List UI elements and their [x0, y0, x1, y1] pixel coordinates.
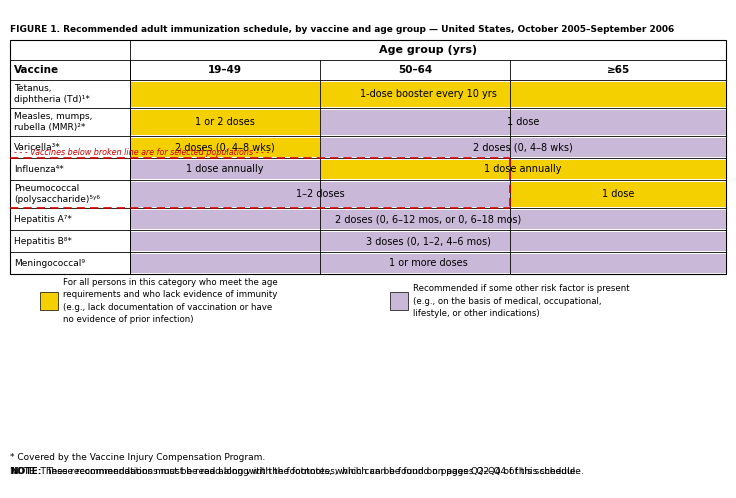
Bar [10, 40, 726, 274]
Text: Age group (yrs): Age group (yrs) [379, 45, 477, 55]
Text: Influenza⁴*: Influenza⁴* [14, 164, 64, 173]
Bar [130, 82, 726, 107]
Text: NOTE: These recommendations must be read along with the footnotes, which can be : NOTE: These recommendations must be read… [10, 467, 578, 476]
Bar [130, 232, 726, 250]
Bar [130, 137, 319, 156]
Text: Varicella³*: Varicella³* [14, 142, 61, 151]
Text: 2 doses (0, 6–12 mos, or 0, 6–18 mos): 2 doses (0, 6–12 mos, or 0, 6–18 mos) [335, 214, 521, 224]
Text: 1 dose: 1 dose [602, 189, 634, 199]
Text: Measles, mumps,
rubella (MMR)²*: Measles, mumps, rubella (MMR)²* [14, 112, 93, 132]
Bar [130, 253, 726, 272]
Text: 1 dose: 1 dose [507, 117, 539, 127]
Text: Vaccine: Vaccine [14, 65, 59, 75]
Text: - - - Vaccines below broken line are for selected populations - - -: - - - Vaccines below broken line are for… [14, 148, 269, 157]
Text: These recommendations must be read along with the footnotes, which can be found : These recommendations must be read along… [46, 467, 584, 476]
Text: Hepatitis A⁷*: Hepatitis A⁷* [14, 215, 72, 224]
Text: Hepatitis B⁸*: Hepatitis B⁸* [14, 237, 72, 246]
Text: * Covered by the Vaccine Injury Compensation Program.: * Covered by the Vaccine Injury Compensa… [10, 453, 265, 462]
Text: 2 doses (0, 4–8 wks): 2 doses (0, 4–8 wks) [175, 142, 275, 152]
Text: Pneumococcal
(polysaccharide)⁵ʸ⁶: Pneumococcal (polysaccharide)⁵ʸ⁶ [14, 184, 100, 204]
Bar [130, 210, 726, 229]
Bar [320, 137, 726, 156]
Text: For all persons in this category who meet the age
requirements and who lack evid: For all persons in this category who mee… [63, 278, 277, 324]
Text: FIGURE 1. Recommended adult immunization schedule, by vaccine and age group — Un: FIGURE 1. Recommended adult immunization… [10, 25, 674, 34]
Text: Recommended if some other risk factor is present
(e.g., on the basis of medical,: Recommended if some other risk factor is… [413, 284, 629, 318]
Text: 1–2 doses: 1–2 doses [296, 189, 344, 199]
Text: 1 or more doses: 1 or more doses [389, 258, 467, 268]
Text: 1-dose booster every 10 yrs: 1-dose booster every 10 yrs [360, 89, 497, 99]
Text: 1 dose annually: 1 dose annually [484, 164, 562, 174]
Text: NOTE:: NOTE: [10, 467, 41, 476]
Text: 3 doses (0, 1–2, 4–6 mos): 3 doses (0, 1–2, 4–6 mos) [366, 236, 490, 246]
Bar [130, 181, 509, 207]
Text: ≥65: ≥65 [606, 65, 629, 75]
Bar [390, 292, 408, 310]
Text: 1 dose annually: 1 dose annually [186, 164, 263, 174]
Text: Tetanus,
diphtheria (Td)¹*: Tetanus, diphtheria (Td)¹* [14, 84, 90, 104]
Bar [320, 159, 726, 178]
Bar [130, 159, 319, 178]
Text: 2 doses (0, 4–8 wks): 2 doses (0, 4–8 wks) [473, 142, 573, 152]
Text: Meningococcal⁹: Meningococcal⁹ [14, 258, 85, 267]
Bar [130, 110, 319, 134]
Bar [511, 181, 726, 207]
Text: 50–64: 50–64 [398, 65, 432, 75]
Bar [320, 110, 726, 134]
Bar [40, 292, 58, 310]
Text: 1 or 2 doses: 1 or 2 doses [195, 117, 255, 127]
Text: 19–49: 19–49 [208, 65, 242, 75]
